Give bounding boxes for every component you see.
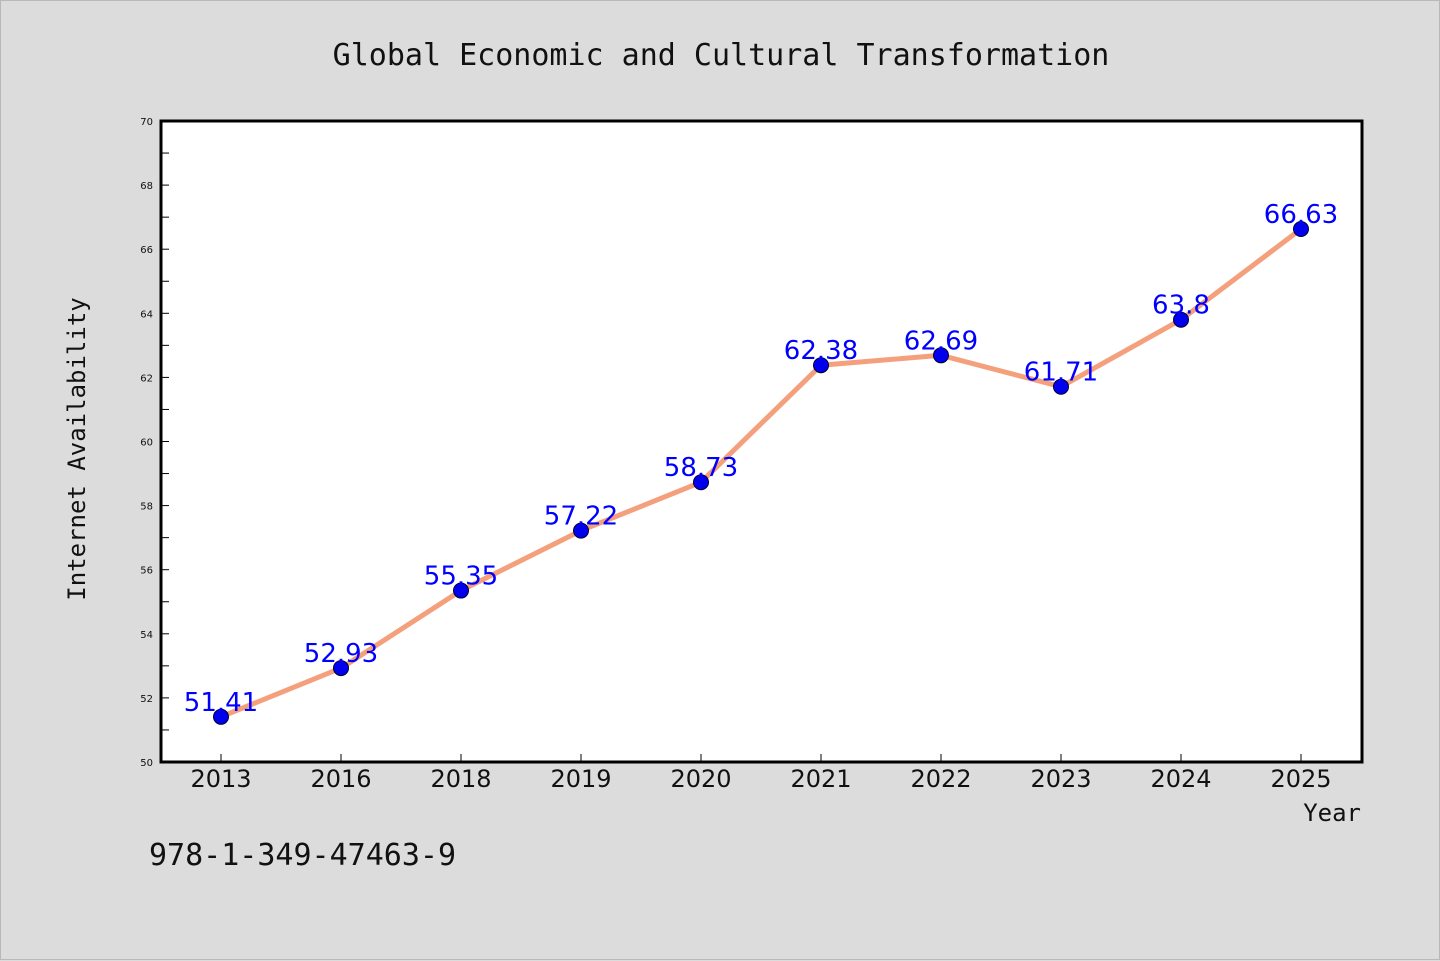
x-tick-label: 2022	[910, 765, 971, 793]
y-tick-label: 70	[140, 117, 153, 128]
data-point-marker	[1173, 311, 1189, 328]
data-point-marker	[573, 522, 589, 539]
y-axis-label: Internet Availability	[63, 297, 91, 600]
y-tick-label: 54	[140, 630, 153, 641]
data-markers	[213, 221, 1309, 725]
data-point-marker	[333, 660, 349, 677]
data-point-marker	[813, 357, 829, 374]
data-point-marker	[1053, 378, 1069, 395]
data-point-marker	[693, 474, 709, 491]
y-axis-ticks: 50 52 54 56 58 60 62 64 66 68 70	[140, 117, 169, 769]
data-label: 62.69	[904, 326, 978, 356]
data-point-marker	[213, 708, 229, 725]
data-label: 66.63	[1264, 200, 1338, 230]
data-label: 52.93	[304, 639, 378, 669]
x-tick-label: 2025	[1270, 765, 1331, 793]
data-labels: 51.41 52.93 55.35 57.22 58.73 62.38 62.69 61.71…	[184, 200, 1338, 718]
x-tick-label: 2020	[670, 765, 731, 793]
y-tick-label: 56	[140, 566, 153, 577]
data-point-marker	[1293, 221, 1309, 238]
x-axis-label: Year	[1303, 799, 1361, 827]
x-tick-label: 2016	[310, 765, 371, 793]
data-label: 61.71	[1024, 358, 1098, 388]
data-point-marker	[453, 582, 469, 599]
y-tick-label: 58	[140, 502, 153, 513]
isbn-text: 978-1-349-47463-9	[149, 838, 456, 873]
x-axis-ticks: 2013 2016 2018 2019 2020 2021 2022 2023 2024 2025	[190, 754, 1332, 793]
data-label: 55.35	[424, 562, 498, 592]
y-tick-label: 62	[140, 373, 153, 384]
x-tick-label: 2024	[1150, 765, 1211, 793]
data-label: 58.73	[664, 453, 738, 483]
data-label: 63.8	[1152, 291, 1210, 321]
y-tick-label: 60	[140, 438, 153, 449]
y-tick-label: 50	[140, 758, 153, 769]
y-tick-label: 52	[140, 694, 153, 705]
series-line	[220, 227, 1303, 720]
data-label: 62.38	[784, 336, 858, 366]
y-tick-label: 68	[140, 181, 153, 192]
data-point-marker	[933, 347, 949, 364]
x-tick-label: 2021	[790, 765, 851, 793]
x-tick-label: 2023	[1030, 765, 1091, 793]
data-label: 51.41	[184, 688, 258, 718]
data-label: 57.22	[544, 502, 618, 532]
y-tick-label: 66	[140, 245, 153, 256]
x-tick-label: 2013	[190, 765, 251, 793]
y-tick-label: 64	[140, 309, 153, 320]
x-tick-label: 2019	[550, 765, 611, 793]
x-tick-label: 2018	[430, 765, 491, 793]
chart-title: Global Economic and Cultural Transformat…	[333, 38, 1110, 73]
